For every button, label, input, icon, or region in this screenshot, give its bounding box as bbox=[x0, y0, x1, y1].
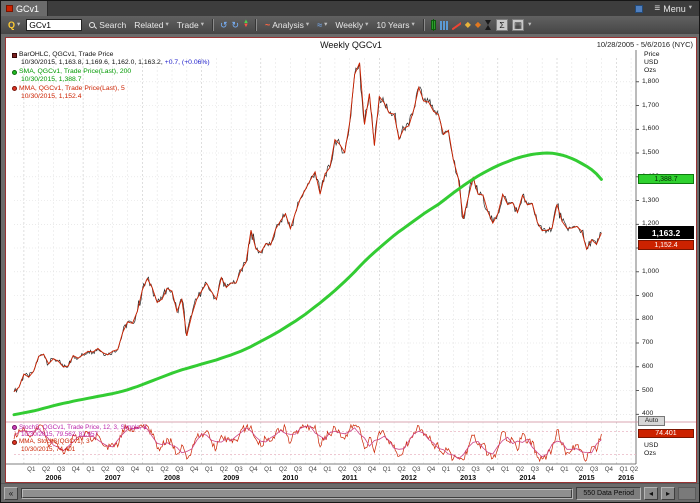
more-tools-caret-icon[interactable]: ▾ bbox=[528, 20, 532, 28]
alerts-icon[interactable]: ◆ bbox=[474, 20, 482, 29]
price-arrows-icon[interactable]: ▲ ▼ bbox=[243, 19, 249, 29]
trade-dropdown[interactable]: Trade ▾ bbox=[175, 19, 206, 31]
related-label: Related bbox=[134, 20, 164, 30]
caret-down-icon: ▾ bbox=[365, 20, 369, 28]
chart-tab-gcv1[interactable]: GCv1 bbox=[1, 1, 49, 16]
scrollbar-thumb[interactable] bbox=[22, 488, 573, 498]
caret-down-icon: ▾ bbox=[411, 20, 415, 28]
down-arrow-icon: ▼ bbox=[243, 23, 249, 29]
status-bar: « 550 Data Period ◂ ▸ bbox=[1, 483, 699, 502]
caret-down-icon: ▾ bbox=[688, 4, 692, 12]
chart-canvas[interactable] bbox=[6, 38, 696, 482]
search-label: Search bbox=[99, 20, 127, 30]
tab-bar: GCv1 ≡ Menu ▾ bbox=[1, 1, 699, 16]
line-chart-icon[interactable] bbox=[452, 21, 461, 30]
scroll-fast-left-button[interactable]: « bbox=[4, 486, 18, 500]
caret-down-icon: ▾ bbox=[324, 20, 328, 28]
compare-dropdown[interactable]: ≈ ▾ bbox=[315, 20, 329, 31]
drawing-tools-icon[interactable]: ◆ bbox=[464, 20, 471, 29]
stoch-ma-line bbox=[13, 425, 602, 460]
toolbar-separator bbox=[422, 19, 425, 31]
grid-layout-icon[interactable]: ▦ bbox=[512, 19, 525, 31]
hamburger-icon: ≡ bbox=[654, 3, 661, 14]
chart-tab-label: GCv1 bbox=[16, 3, 40, 14]
stoch-line bbox=[13, 423, 602, 463]
analysis-label: Analysis bbox=[272, 20, 304, 30]
search-icon bbox=[88, 21, 97, 30]
caret-down-icon: ▾ bbox=[17, 20, 21, 28]
menu-label: Menu bbox=[663, 3, 686, 14]
hourglass-icon[interactable] bbox=[485, 20, 492, 30]
caret-down-icon: ▾ bbox=[200, 20, 204, 28]
interval-label: Weekly bbox=[335, 20, 364, 30]
toolbar-separator bbox=[255, 19, 257, 31]
analysis-dropdown[interactable]: ~ Analysis ▾ bbox=[263, 19, 311, 31]
quote-button[interactable]: Q ▾ bbox=[6, 19, 22, 31]
data-period-label: 550 Data Period bbox=[576, 486, 641, 500]
candlestick-chart-icon[interactable] bbox=[430, 19, 436, 31]
related-dropdown[interactable]: Related ▾ bbox=[132, 19, 171, 31]
interval-dropdown[interactable]: Weekly ▾ bbox=[333, 19, 370, 31]
back-history-icon[interactable]: ↺ bbox=[219, 19, 228, 30]
resize-grip[interactable] bbox=[678, 486, 696, 500]
chart-tab-icon bbox=[6, 5, 13, 12]
range-dropdown[interactable]: 10 Years ▾ bbox=[374, 19, 416, 31]
sum-icon[interactable]: Σ bbox=[496, 19, 509, 31]
sma200-line bbox=[12, 151, 603, 417]
toolbar: Q ▾ Search Related ▾ Trade ▾ ↺ ↻ ▲ ▼ ~ A… bbox=[1, 16, 699, 34]
auto-scale-button[interactable]: Auto bbox=[638, 416, 665, 426]
caret-down-icon: ▾ bbox=[305, 20, 310, 28]
menu-button[interactable]: ≡ Menu ▾ bbox=[647, 1, 699, 16]
workspace-icon[interactable] bbox=[635, 4, 644, 13]
search-button[interactable]: Search bbox=[86, 19, 128, 31]
forward-history-icon[interactable]: ↻ bbox=[231, 19, 240, 30]
bar-chart-icon[interactable] bbox=[439, 20, 448, 30]
mma5-line bbox=[13, 62, 602, 393]
compare-icon: ≈ bbox=[317, 19, 323, 30]
analysis-wave-icon: ~ bbox=[265, 19, 271, 30]
up-arrow-icon: ▲ bbox=[243, 19, 249, 26]
price-series bbox=[13, 62, 602, 393]
symbol-input[interactable] bbox=[26, 19, 83, 31]
caret-down-icon: ▾ bbox=[165, 20, 169, 28]
chart-pane: Weekly QGCv1 10/28/2005 - 5/6/2016 (NYC)… bbox=[5, 37, 697, 483]
quote-icon: Q bbox=[8, 20, 16, 30]
scroll-step-left-button[interactable]: ◂ bbox=[644, 486, 658, 500]
scrollbar-track[interactable] bbox=[21, 487, 574, 499]
trade-label: Trade bbox=[176, 20, 199, 30]
scroll-step-right-button[interactable]: ▸ bbox=[661, 486, 675, 500]
toolbar-separator bbox=[211, 19, 214, 31]
range-label: 10 Years bbox=[376, 20, 410, 30]
